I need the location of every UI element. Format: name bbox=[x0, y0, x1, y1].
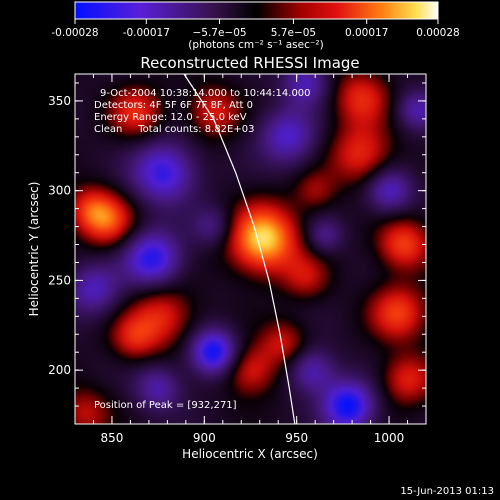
x-tick-label: 950 bbox=[285, 431, 308, 445]
colorbar-tick-label: -0.00028 bbox=[51, 27, 98, 39]
annotation-detectors: Detectors: 4F 5F 6F 7F 8F, Att 0 bbox=[94, 100, 253, 111]
chart-title: Reconstructed RHESSI Image bbox=[140, 54, 359, 72]
colorbar-tick-label: 5.7e−05 bbox=[271, 27, 316, 39]
colorbar-tick-label: 0.00017 bbox=[345, 27, 388, 39]
annotation-clean-counts: Clean Total counts: 8.82E+03 bbox=[94, 124, 254, 135]
heatmap-image bbox=[75, 74, 426, 424]
y-tick-label: 350 bbox=[48, 94, 71, 108]
y-axis-label: Heliocentric Y (arcsec) bbox=[27, 182, 41, 317]
x-tick-label: 850 bbox=[100, 431, 123, 445]
y-tick-label: 300 bbox=[48, 184, 71, 198]
solar-limb-curve bbox=[183, 73, 296, 425]
colorbar-gradient bbox=[74, 1, 439, 20]
plot-area: 850 900 950 1000 200 250 300 350 9-Oct-2004 10:… bbox=[48, 73, 427, 445]
x-tick-label: 900 bbox=[193, 431, 216, 445]
colorbar-tick-label: -0.00017 bbox=[123, 27, 170, 39]
annotation-energy-range: Energy Range: 12.0 - 25.0 keV bbox=[94, 112, 247, 123]
generated-timestamp: 15-Jun-2013 01:13 bbox=[400, 486, 494, 497]
annotation-time-range: 9-Oct-2004 10:38:14.000 to 10:44:14.000 bbox=[100, 88, 311, 99]
y-tick-label: 250 bbox=[48, 273, 71, 287]
colorbar-units-label: (photons cm⁻² s⁻¹ asec⁻²) bbox=[188, 39, 323, 51]
plot-frame bbox=[74, 73, 427, 425]
peak-position-label: Position of Peak = [932,271] bbox=[94, 400, 237, 411]
colorbar-tick-label: 0.00028 bbox=[416, 27, 459, 39]
colorbar: -0.00028 -0.00017 −5.7e−05 5.7e−05 0.00017 0.… bbox=[51, 1, 460, 51]
colorbar-tick-label: −5.7e−05 bbox=[192, 27, 246, 39]
axis-ticks: 850 900 950 1000 200 250 300 350 bbox=[48, 74, 426, 445]
y-tick-label: 200 bbox=[48, 363, 71, 377]
x-axis-label: Heliocentric X (arcsec) bbox=[182, 447, 318, 461]
colorbar-ticks: -0.00028 -0.00017 −5.7e−05 5.7e−05 0.00017 0.… bbox=[51, 19, 460, 39]
x-tick-label: 1000 bbox=[374, 431, 405, 445]
